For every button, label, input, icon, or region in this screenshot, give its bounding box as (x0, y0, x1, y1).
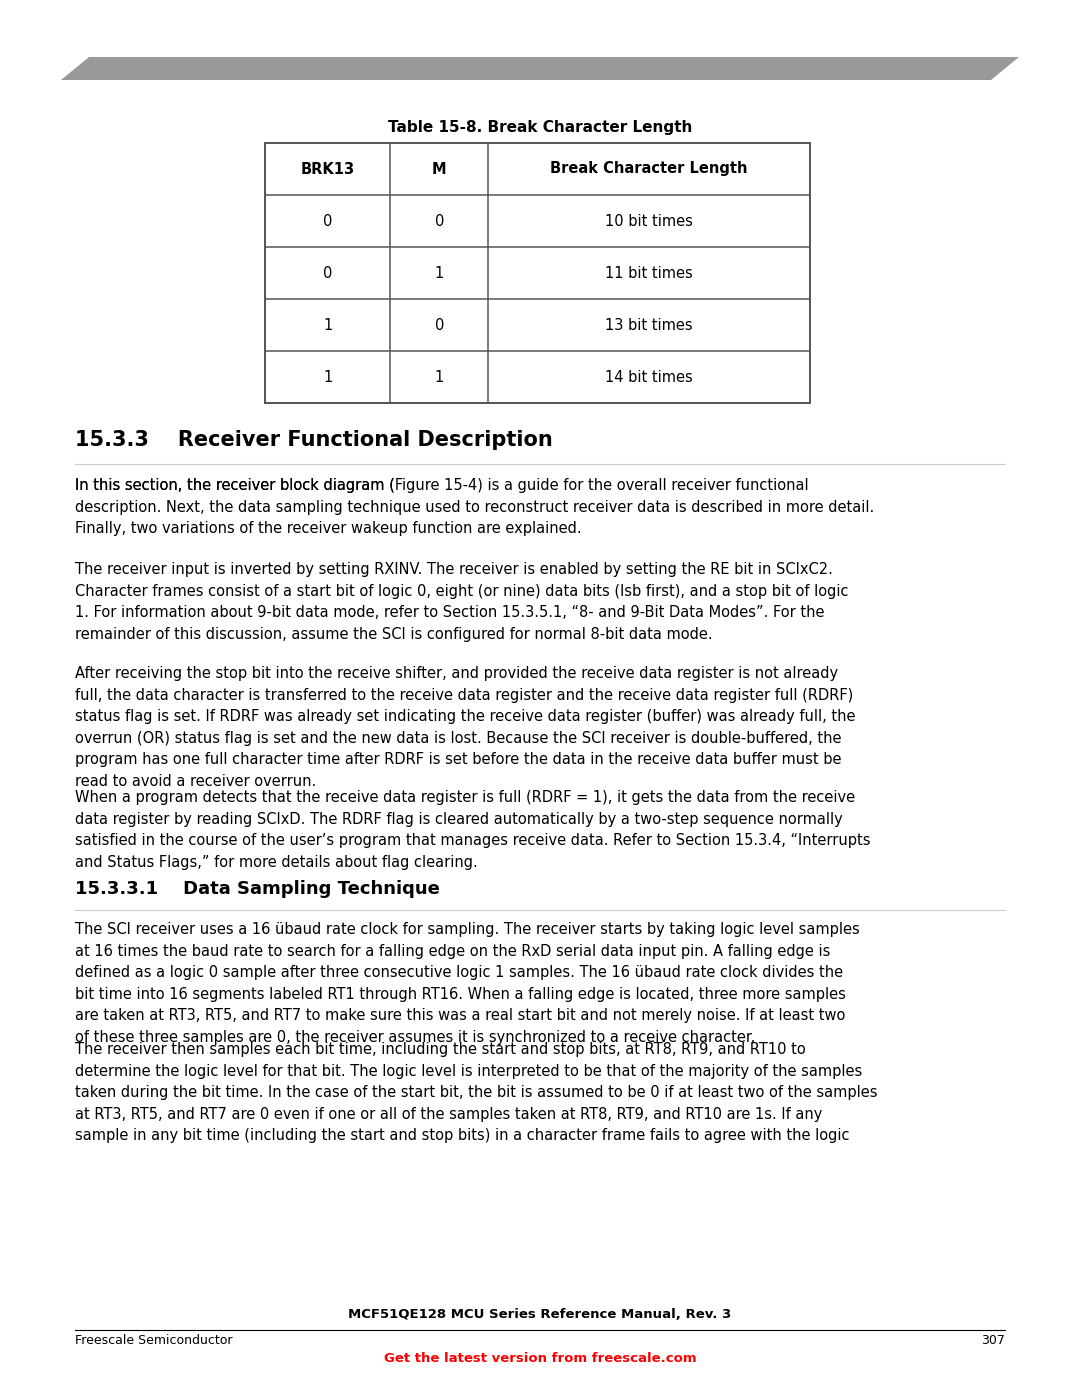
Bar (265, 142, 810, 402)
Text: The receiver input is inverted by setting RXINV. The receiver is enabled by sett: The receiver input is inverted by settin… (75, 562, 849, 641)
Text: M: M (432, 162, 447, 176)
Polygon shape (60, 57, 1020, 80)
Text: 13 bit times: 13 bit times (606, 317, 693, 332)
Text: The receiver then samples each bit time, including the start and stop bits, at R: The receiver then samples each bit time,… (75, 1042, 877, 1143)
Text: In this section, the receiver block diagram (: In this section, the receiver block diag… (75, 478, 395, 493)
Text: 0: 0 (435, 214, 444, 229)
Text: Table 15-8. Break Character Length: Table 15-8. Break Character Length (388, 120, 692, 136)
Text: 1: 1 (435, 369, 444, 384)
Text: 15.3.3.1    Data Sampling Technique: 15.3.3.1 Data Sampling Technique (75, 880, 440, 898)
Text: After receiving the stop bit into the receive shifter, and provided the receive : After receiving the stop bit into the re… (75, 666, 855, 789)
Text: 11 bit times: 11 bit times (606, 265, 693, 281)
Text: When a program detects that the receive data register is full (RDRF = 1), it get: When a program detects that the receive … (75, 789, 870, 870)
Text: 0: 0 (323, 214, 333, 229)
Text: 10 bit times: 10 bit times (605, 214, 693, 229)
Text: 1: 1 (323, 317, 333, 332)
Text: Freescale Semiconductor: Freescale Semiconductor (75, 1334, 232, 1347)
Text: 0: 0 (323, 265, 333, 281)
Text: 0: 0 (435, 317, 444, 332)
Text: 1: 1 (435, 265, 444, 281)
Text: In this section, the receiver block diagram (Figure 15-4) is a guide for the ove: In this section, the receiver block diag… (75, 478, 874, 536)
Text: MCF51QE128 MCU Series Reference Manual, Rev. 3: MCF51QE128 MCU Series Reference Manual, … (349, 1308, 731, 1322)
Text: 1: 1 (323, 369, 333, 384)
Text: The SCI receiver uses a 16 übaud rate clock for sampling. The receiver starts by: The SCI receiver uses a 16 übaud rate cl… (75, 922, 860, 1045)
Text: Get the latest version from freescale.com: Get the latest version from freescale.co… (383, 1352, 697, 1365)
Text: 15.3.3    Receiver Functional Description: 15.3.3 Receiver Functional Description (75, 430, 553, 450)
Text: 14 bit times: 14 bit times (606, 369, 693, 384)
Text: Break Character Length: Break Character Length (551, 162, 748, 176)
Text: BRK13: BRK13 (300, 162, 354, 176)
Text: 307: 307 (981, 1334, 1005, 1347)
